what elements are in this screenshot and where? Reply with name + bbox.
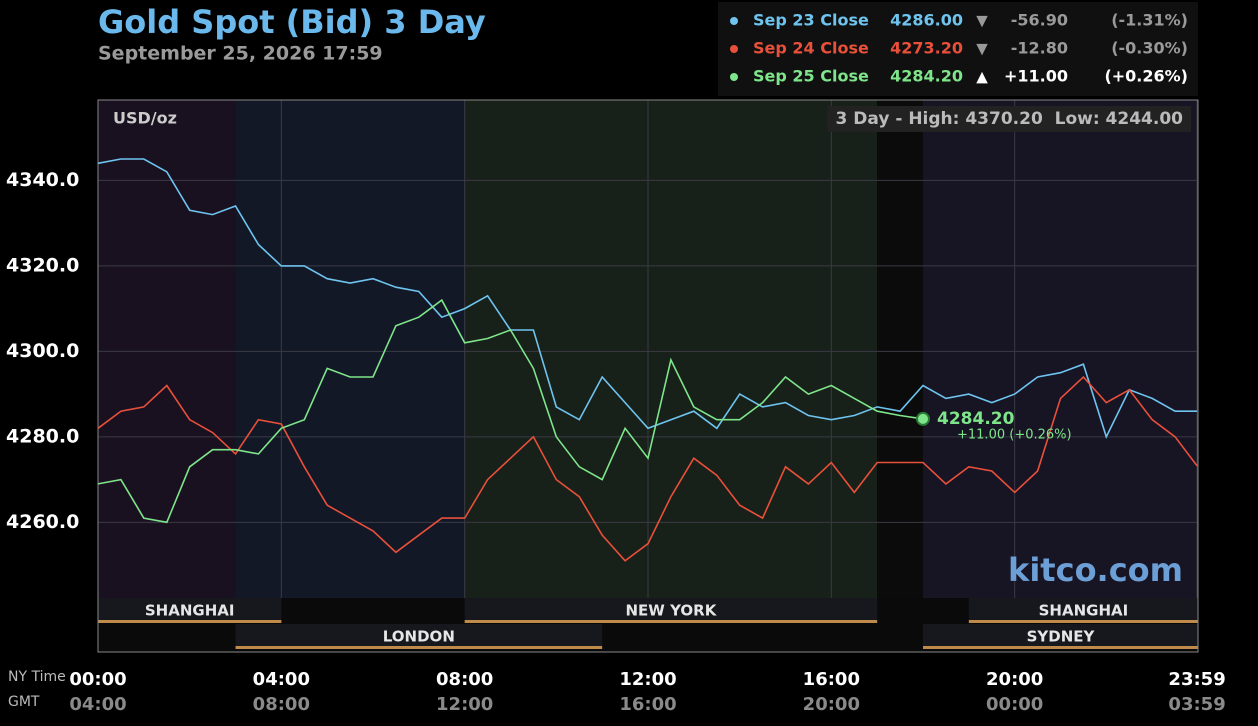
price-line: [97, 375, 1198, 562]
legend-name: Sep 25 Close: [753, 67, 869, 86]
legend-change: -56.90: [1011, 11, 1068, 30]
session-underline: [923, 646, 1198, 649]
legend-arrow: ▼: [976, 12, 988, 30]
legend-arrow: ▼: [976, 40, 988, 58]
session-label: SHANGHAI: [145, 602, 235, 620]
legend-pct: (-0.30%): [1111, 39, 1188, 58]
session-band: [923, 624, 1198, 648]
x-tick-label: 20:00: [986, 669, 1043, 690]
legend-dot: [730, 45, 738, 53]
x-tick-label: 23:59: [1168, 669, 1225, 690]
session-shade: [877, 100, 923, 598]
x-tick-label: 08:00: [436, 669, 493, 690]
y-tick-label: 4280.0: [6, 425, 79, 447]
x2-tick-label: 20:00: [803, 694, 860, 715]
legend-arrow: ▲: [976, 68, 988, 86]
y-tick-label: 4300.0: [6, 340, 79, 362]
x2-axis-label: GMT: [8, 694, 40, 710]
session-underline: [464, 620, 878, 623]
range-box: [827, 106, 1192, 132]
session-label: SHANGHAI: [1039, 602, 1129, 620]
session-shade: [98, 100, 236, 598]
session-underline: [968, 620, 1198, 623]
legend-pct: (-1.31%): [1111, 11, 1188, 30]
x2-tick-label: 16:00: [619, 694, 676, 715]
session-shade: [235, 100, 465, 598]
x-tick-label: 12:00: [619, 669, 676, 690]
legend-close: 4284.20: [890, 67, 963, 86]
x2-tick-label: 03:59: [1168, 694, 1225, 715]
session-label: SYDNEY: [1027, 628, 1096, 646]
session-band: [968, 598, 1198, 622]
last-marker: [916, 411, 930, 426]
x2-tick-label: 04:00: [69, 694, 126, 715]
x2-tick-label: 00:00: [986, 694, 1043, 715]
session-shade: [923, 100, 1198, 598]
watermark: kitco.com: [1008, 551, 1183, 589]
legend-dot: [730, 17, 738, 25]
legend-dot: [730, 73, 738, 81]
last-change-label: +11.00 (+0.26%): [957, 427, 1072, 442]
y-tick-label: 4320.0: [6, 254, 79, 276]
chart-title: Gold Spot (Bid) 3 Day: [98, 3, 486, 41]
session-band: [98, 598, 282, 622]
unit-label: USD/oz: [113, 109, 177, 128]
plot-frame: [97, 99, 1199, 653]
session-label: NEW YORK: [626, 602, 718, 620]
price-line: [97, 298, 924, 524]
x-tick-label: 16:00: [803, 669, 860, 690]
x-tick-label: 04:00: [253, 669, 310, 690]
session-label: LONDON: [383, 628, 455, 646]
range-label: 3 Day - High: 4370.20 Low: 4244.00: [836, 109, 1184, 129]
price-line: [97, 158, 1198, 439]
legend-box: [718, 2, 1198, 96]
session-underline: [235, 646, 603, 649]
legend-name: Sep 24 Close: [753, 39, 869, 58]
session-band: [235, 624, 603, 648]
legend-pct: (+0.26%): [1104, 67, 1188, 86]
legend-close: 4286.00: [890, 11, 963, 30]
x-tick-label: 00:00: [69, 669, 126, 690]
x2-tick-label: 08:00: [253, 694, 310, 715]
subtitle: September 25, 2026 17:59: [98, 43, 383, 65]
y-tick-label: 4260.0: [6, 511, 79, 533]
session-underline: [98, 620, 282, 623]
legend-name: Sep 23 Close: [753, 11, 869, 30]
x-axis-label: NY Time: [8, 669, 66, 685]
x2-tick-label: 12:00: [436, 694, 493, 715]
legend-change: +11.00: [1004, 67, 1068, 86]
session-band: [464, 598, 878, 622]
session-shade: [464, 100, 878, 598]
y-tick-label: 4340.0: [6, 169, 79, 191]
legend-close: 4273.20: [890, 39, 963, 58]
last-label: 4284.20: [937, 409, 1015, 429]
legend-change: -12.80: [1011, 39, 1068, 58]
